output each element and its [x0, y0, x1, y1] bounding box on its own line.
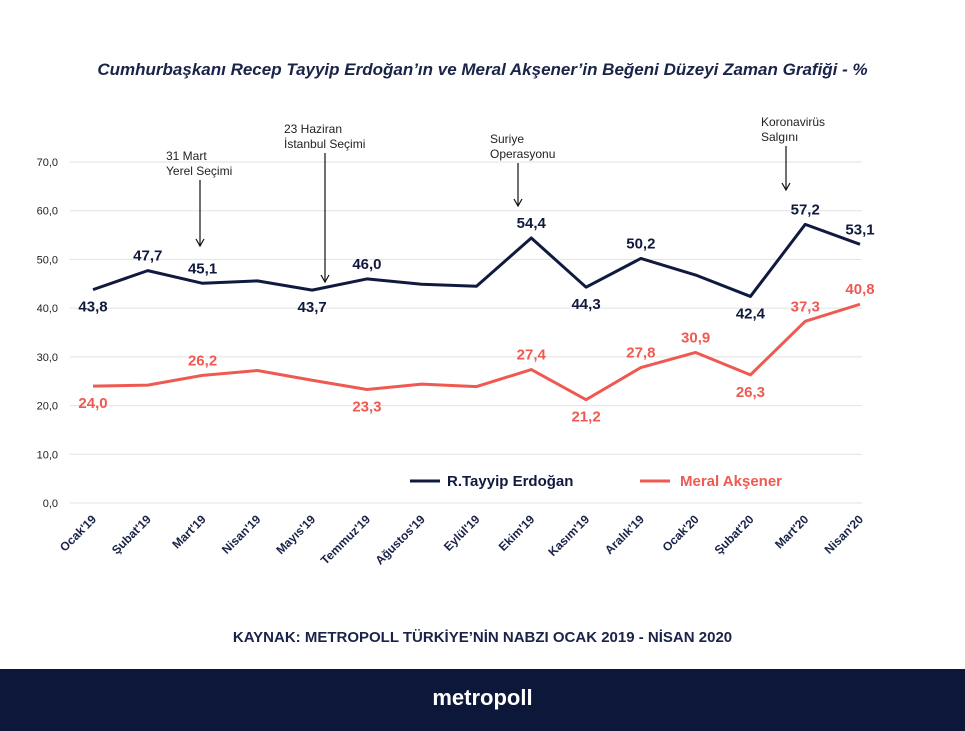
data-label: 43,7	[298, 299, 327, 316]
data-label: 27,4	[517, 347, 547, 364]
x-tick-label: Şubat'20	[712, 512, 757, 557]
y-tick-label: 10,0	[37, 449, 58, 461]
data-label: 50,2	[626, 235, 655, 252]
x-axis-ticks: Ocak'19 Şubat'19 Mart'19 Nisan'19 Mayıs'19 Te…	[57, 512, 866, 568]
arrowhead-icon	[781, 182, 791, 192]
x-tick-label: Temmuz'19	[318, 512, 373, 567]
y-tick-label: 30,0	[37, 352, 58, 364]
arrowhead-icon	[320, 274, 330, 284]
x-tick-label: Nisan'20	[822, 512, 867, 557]
source-note: KAYNAK: METROPOLL TÜRKİYE’NİN NABZI OCAK…	[232, 629, 733, 646]
annotation-text: Yerel Seçimi	[166, 164, 232, 178]
y-tick-label: 40,0	[37, 303, 58, 315]
x-tick-label: Ağustos'19	[373, 512, 429, 568]
data-label: 24,0	[78, 395, 107, 412]
arrowhead-icon	[513, 198, 523, 208]
annotation-text: İstanbul Seçimi	[284, 137, 365, 151]
gridlines	[70, 161, 862, 504]
data-label: 54,4	[517, 215, 547, 232]
data-labels: 43,8 47,7 45,1 43,7 46,0 54,4 44,3 50,2 42,4 57,2…	[78, 201, 874, 425]
y-axis-ticks: 0,0 10,0 20,0 30,0 40,0 50,0 60,0 70,0	[37, 157, 58, 510]
data-label: 37,3	[791, 298, 820, 315]
data-label: 47,7	[133, 248, 162, 265]
y-tick-label: 0,0	[43, 498, 58, 510]
x-tick-label: Eylül'19	[441, 512, 483, 554]
data-label: 42,4	[736, 305, 766, 322]
y-tick-label: 60,0	[37, 206, 58, 218]
data-label: 30,9	[681, 329, 710, 346]
x-tick-label: Aralık'19	[602, 512, 647, 557]
data-label: 23,3	[352, 398, 381, 415]
data-label: 26,3	[736, 384, 765, 401]
x-tick-label: Ocak'19	[57, 512, 99, 554]
x-tick-label: Mart'19	[169, 512, 209, 552]
data-label: 40,8	[845, 281, 874, 298]
annotation-text: 31 Mart	[166, 149, 207, 163]
annotation-text: Suriye	[490, 132, 524, 146]
legend: R.Tayyip Erdoğan Meral Akşener	[410, 473, 782, 490]
x-tick-label: Mayıs'19	[273, 512, 318, 557]
legend-label: R.Tayyip Erdoğan	[447, 473, 573, 490]
data-label: 21,2	[571, 409, 600, 426]
brand-logo: metropoll	[432, 685, 533, 710]
x-tick-label: Mart'20	[772, 512, 812, 552]
chart-title: Cumhurbaşkanı Recep Tayyip Erdoğan’ın ve…	[97, 60, 868, 79]
annotation-text: Koronavirüs	[761, 115, 825, 129]
legend-label: Meral Akşener	[680, 473, 782, 490]
arrowhead-icon	[195, 238, 205, 248]
data-label: 26,2	[188, 352, 217, 369]
data-label: 53,1	[845, 221, 874, 238]
line-chart: 0,010,020,030,040,050,060,070,0 Ocak'19 Ş…	[37, 115, 875, 568]
x-tick-label: Nisan'19	[219, 512, 264, 557]
y-tick-label: 20,0	[37, 401, 58, 413]
data-label: 43,8	[78, 299, 107, 316]
annotation-text: 23 Haziran	[284, 122, 342, 136]
data-label: 45,1	[188, 260, 217, 277]
x-tick-label: Ocak'20	[660, 512, 702, 554]
data-label: 27,8	[626, 345, 655, 362]
x-tick-label: Şubat'19	[109, 512, 154, 557]
data-label: 46,0	[352, 256, 381, 273]
annotation-text: Operasyonu	[490, 147, 555, 161]
data-label: 57,2	[791, 201, 820, 218]
y-tick-label: 70,0	[37, 157, 58, 169]
annotation-text: Salgını	[761, 130, 798, 144]
footer-bar: metropoll	[0, 669, 965, 731]
y-tick-label: 50,0	[37, 254, 58, 266]
data-label: 44,3	[571, 296, 600, 313]
x-tick-label: Kasım'19	[545, 512, 592, 559]
x-tick-label: Ekim'19	[496, 512, 538, 554]
series-lines	[92, 222, 861, 402]
